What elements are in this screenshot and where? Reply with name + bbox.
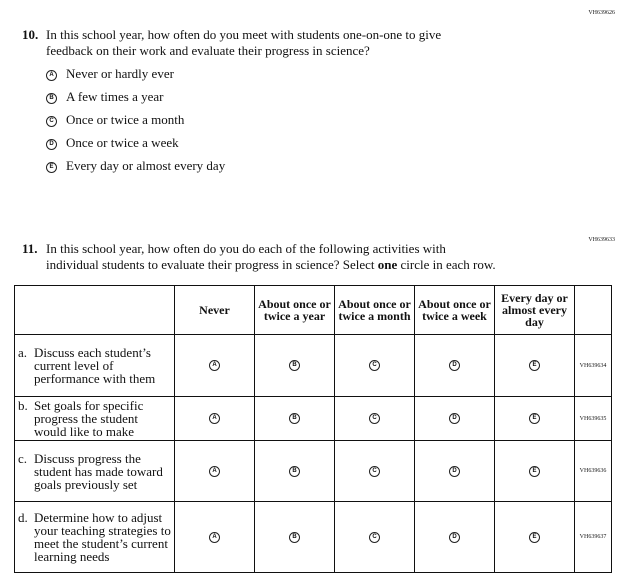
response-cell: D	[414, 501, 495, 573]
response-cell: C	[334, 440, 415, 502]
item-id: VH639633	[588, 237, 615, 243]
response-cell: C	[334, 501, 415, 573]
response-cell: D	[414, 334, 495, 397]
column-header: Never	[174, 285, 255, 335]
radio-bubble[interactable]: B	[289, 531, 300, 543]
radio-bubble[interactable]: A	[209, 465, 220, 477]
radio-bubble[interactable]: C	[46, 115, 57, 127]
column-header: About once or twice a year	[254, 285, 335, 335]
blank-header	[14, 285, 175, 335]
response-cell: B	[254, 440, 335, 502]
radio-bubble[interactable]: E	[529, 465, 540, 477]
column-header: Every day or almost every day	[494, 285, 575, 335]
radio-bubble[interactable]: D	[46, 138, 57, 150]
table-row: a. Discuss each student’s current level o…	[14, 334, 612, 397]
response-cell: A	[174, 440, 255, 502]
response-grid: Never About once or twice a year About onc…	[14, 285, 612, 573]
response-cell: B	[254, 334, 335, 397]
response-cell: C	[334, 396, 415, 441]
column-header: About once or twice a month	[334, 285, 415, 335]
row-label: d. Determine how to adjust your teaching …	[14, 501, 175, 573]
radio-bubble[interactable]: C	[369, 413, 380, 425]
item-id: VH639626	[588, 10, 615, 16]
radio-bubble[interactable]: D	[449, 531, 460, 543]
row-label: c. Discuss progress the student has made …	[14, 440, 175, 502]
radio-bubble[interactable]: B	[289, 465, 300, 477]
radio-bubble[interactable]: B	[289, 413, 300, 425]
response-cell: E	[494, 501, 575, 573]
radio-bubble[interactable]: E	[46, 161, 57, 173]
item-id: VH639637	[574, 501, 612, 573]
option-label: Once or twice a month	[66, 112, 185, 127]
row-label: b. Set goals for specific progress the st…	[14, 396, 175, 441]
response-cell: D	[414, 396, 495, 441]
radio-bubble[interactable]: A	[209, 531, 220, 543]
radio-bubble[interactable]: B	[289, 360, 300, 372]
radio-bubble[interactable]: D	[449, 413, 460, 425]
option-b[interactable]: B A few times a year	[46, 89, 163, 105]
response-cell: E	[494, 396, 575, 441]
option-d[interactable]: D Once or twice a week	[46, 135, 179, 151]
response-cell: A	[174, 396, 255, 441]
response-cell: B	[254, 501, 335, 573]
response-cell: B	[254, 396, 335, 441]
question-11: 11. In this school year, how often do you…	[22, 241, 496, 272]
option-c[interactable]: C Once or twice a month	[46, 112, 184, 128]
radio-bubble[interactable]: C	[369, 360, 380, 372]
table-row: c. Discuss progress the student has made …	[14, 440, 612, 502]
radio-bubble[interactable]: C	[369, 465, 380, 477]
option-e[interactable]: E Every day or almost every day	[46, 158, 225, 174]
radio-bubble[interactable]: C	[369, 531, 380, 543]
response-cell: D	[414, 440, 495, 502]
response-cell: E	[494, 440, 575, 502]
id-header	[574, 285, 612, 335]
response-cell: A	[174, 334, 255, 397]
item-id: VH639634	[574, 334, 612, 397]
table-row: b. Set goals for specific progress the st…	[14, 396, 612, 441]
radio-bubble[interactable]: E	[529, 413, 540, 425]
table-row: d. Determine how to adjust your teaching …	[14, 501, 612, 573]
question-10: 10. In this school year, how often do you…	[22, 27, 442, 58]
response-cell: E	[494, 334, 575, 397]
option-a[interactable]: A Never or hardly ever	[46, 66, 174, 82]
radio-bubble[interactable]: A	[46, 69, 57, 81]
radio-bubble[interactable]: E	[529, 531, 540, 543]
radio-bubble[interactable]: E	[529, 360, 540, 372]
option-label: Once or twice a week	[66, 135, 179, 150]
radio-bubble[interactable]: A	[209, 413, 220, 425]
response-cell: C	[334, 334, 415, 397]
option-label: A few times a year	[66, 89, 164, 104]
row-label: a. Discuss each student’s current level o…	[14, 334, 175, 397]
response-cell: A	[174, 501, 255, 573]
radio-bubble[interactable]: D	[449, 465, 460, 477]
radio-bubble[interactable]: A	[209, 360, 220, 372]
column-header: About once or twice a week	[414, 285, 495, 335]
item-id: VH639635	[574, 396, 612, 441]
option-label: Never or hardly ever	[66, 66, 174, 81]
option-label: Every day or almost every day	[66, 158, 226, 173]
radio-bubble[interactable]: B	[46, 92, 57, 104]
item-id: VH639636	[574, 440, 612, 502]
radio-bubble[interactable]: D	[449, 360, 460, 372]
